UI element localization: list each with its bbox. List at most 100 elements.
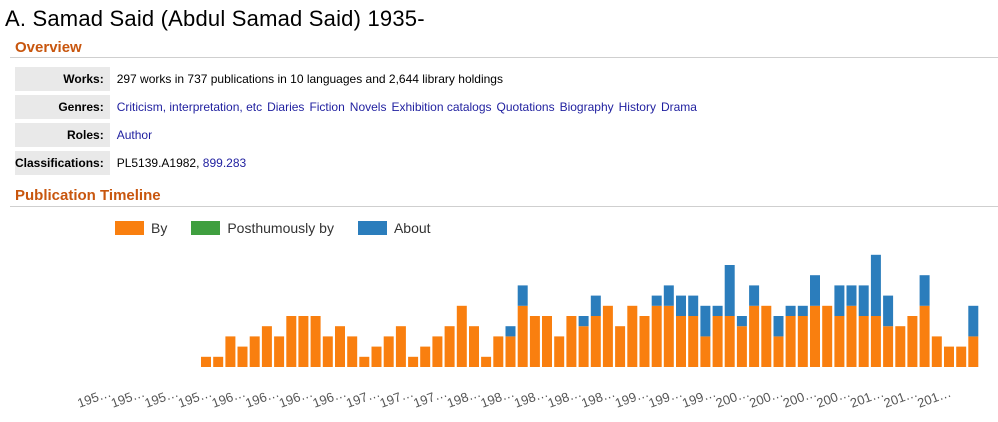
bar-by-22[interactable] xyxy=(469,326,479,367)
bar-by-41[interactable] xyxy=(700,336,711,367)
bar-by-60[interactable] xyxy=(931,336,942,367)
bar-by-25[interactable] xyxy=(505,336,516,367)
bar-about-47[interactable] xyxy=(773,316,784,337)
bar-by-48[interactable] xyxy=(785,316,796,367)
bar-by-43[interactable] xyxy=(724,316,735,367)
bar-by-42[interactable] xyxy=(712,316,723,367)
bar-by-45[interactable] xyxy=(749,305,760,367)
bar-by-0[interactable] xyxy=(201,356,211,367)
bar-by-33[interactable] xyxy=(602,305,613,367)
genre-link-exhibition-catalogs[interactable]: Exhibition catalogs xyxy=(391,100,492,114)
bar-by-51[interactable] xyxy=(822,305,833,367)
genre-link-history[interactable]: History xyxy=(618,100,656,114)
bar-by-23[interactable] xyxy=(481,356,492,367)
bar-by-55[interactable] xyxy=(870,316,881,367)
bar-by-16[interactable] xyxy=(395,326,406,367)
bar-by-54[interactable] xyxy=(858,316,869,367)
legend-item-posthumously[interactable]: Posthumously by xyxy=(191,220,334,236)
bar-about-56[interactable] xyxy=(883,295,894,327)
bar-by-26[interactable] xyxy=(517,305,528,367)
bar-by-4[interactable] xyxy=(249,336,260,367)
bar-by-44[interactable] xyxy=(736,326,747,367)
genre-link-fiction[interactable]: Fiction xyxy=(309,100,345,114)
bar-about-48[interactable] xyxy=(785,305,796,316)
classification-link-dewey[interactable]: 899.283 xyxy=(202,156,247,170)
legend-item-about[interactable]: About xyxy=(357,220,431,236)
bar-by-57[interactable] xyxy=(895,326,906,367)
legend-item-by[interactable]: By xyxy=(115,220,167,236)
bar-by-49[interactable] xyxy=(797,316,808,367)
bar-by-29[interactable] xyxy=(554,336,565,367)
bar-by-32[interactable] xyxy=(590,316,601,367)
bar-by-39[interactable] xyxy=(676,316,686,367)
bar-by-36[interactable] xyxy=(639,316,650,367)
bar-by-40[interactable] xyxy=(688,316,699,367)
bar-by-47[interactable] xyxy=(773,336,784,367)
bar-by-3[interactable] xyxy=(237,346,248,367)
bar-by-6[interactable] xyxy=(274,336,285,367)
bar-by-63[interactable] xyxy=(968,336,979,367)
bar-by-53[interactable] xyxy=(846,305,857,367)
bar-by-11[interactable] xyxy=(335,326,345,367)
genre-link-biography[interactable]: Biography xyxy=(559,100,614,114)
role-link-author[interactable]: Author xyxy=(116,128,153,142)
genre-link-diaries[interactable]: Diaries xyxy=(267,100,305,114)
bar-by-61[interactable] xyxy=(944,346,954,367)
bar-by-27[interactable] xyxy=(529,316,540,367)
bar-about-49[interactable] xyxy=(797,305,808,316)
genre-link-novels[interactable]: Novels xyxy=(349,100,387,114)
bar-about-44[interactable] xyxy=(736,316,747,327)
bar-about-32[interactable] xyxy=(590,295,601,316)
bar-by-13[interactable] xyxy=(359,356,370,367)
genre-link-quotations[interactable]: Quotations xyxy=(496,100,555,114)
genre-link-criticism[interactable]: Criticism, interpretation, etc xyxy=(116,100,263,114)
bar-by-18[interactable] xyxy=(420,346,431,367)
bar-by-17[interactable] xyxy=(408,356,419,367)
bar-by-15[interactable] xyxy=(383,336,394,367)
bar-about-25[interactable] xyxy=(505,326,516,337)
bar-by-7[interactable] xyxy=(286,316,297,367)
bar-about-41[interactable] xyxy=(700,305,711,337)
bar-about-50[interactable] xyxy=(810,275,820,306)
bar-by-9[interactable] xyxy=(310,316,321,367)
bar-by-12[interactable] xyxy=(347,336,358,367)
bar-by-21[interactable] xyxy=(456,305,467,367)
bar-about-38[interactable] xyxy=(663,285,674,306)
bar-by-28[interactable] xyxy=(542,316,552,367)
bar-by-38[interactable] xyxy=(663,305,674,367)
bar-by-5[interactable] xyxy=(261,326,272,367)
bar-by-59[interactable] xyxy=(919,305,930,367)
bar-by-19[interactable] xyxy=(432,336,443,367)
bar-by-30[interactable] xyxy=(566,316,577,367)
bar-about-52[interactable] xyxy=(834,285,845,316)
bar-by-34[interactable] xyxy=(615,326,626,367)
bar-by-62[interactable] xyxy=(956,346,967,367)
bar-by-24[interactable] xyxy=(493,336,504,367)
bar-about-63[interactable] xyxy=(968,305,979,337)
bar-about-39[interactable] xyxy=(676,295,686,316)
bar-about-53[interactable] xyxy=(846,285,857,306)
bar-by-1[interactable] xyxy=(213,356,224,367)
bar-by-35[interactable] xyxy=(627,305,638,367)
bar-about-42[interactable] xyxy=(712,305,723,316)
bar-by-50[interactable] xyxy=(810,305,820,367)
bar-about-40[interactable] xyxy=(688,295,699,316)
bar-by-8[interactable] xyxy=(298,316,309,367)
bar-by-2[interactable] xyxy=(225,336,236,367)
bar-about-37[interactable] xyxy=(651,295,662,306)
bar-about-45[interactable] xyxy=(749,285,760,306)
bar-by-20[interactable] xyxy=(444,326,455,367)
bar-about-43[interactable] xyxy=(724,265,735,316)
bar-about-55[interactable] xyxy=(870,254,881,316)
genre-link-drama[interactable]: Drama xyxy=(660,100,697,114)
bar-about-59[interactable] xyxy=(919,275,930,306)
bar-about-54[interactable] xyxy=(858,285,869,316)
bar-about-26[interactable] xyxy=(517,285,528,306)
bar-by-37[interactable] xyxy=(651,305,662,367)
bar-by-46[interactable] xyxy=(761,305,772,367)
bar-by-10[interactable] xyxy=(322,336,333,367)
bar-by-14[interactable] xyxy=(371,346,382,367)
bar-by-58[interactable] xyxy=(907,316,918,367)
bar-by-56[interactable] xyxy=(883,326,894,367)
bar-by-31[interactable] xyxy=(578,326,589,367)
